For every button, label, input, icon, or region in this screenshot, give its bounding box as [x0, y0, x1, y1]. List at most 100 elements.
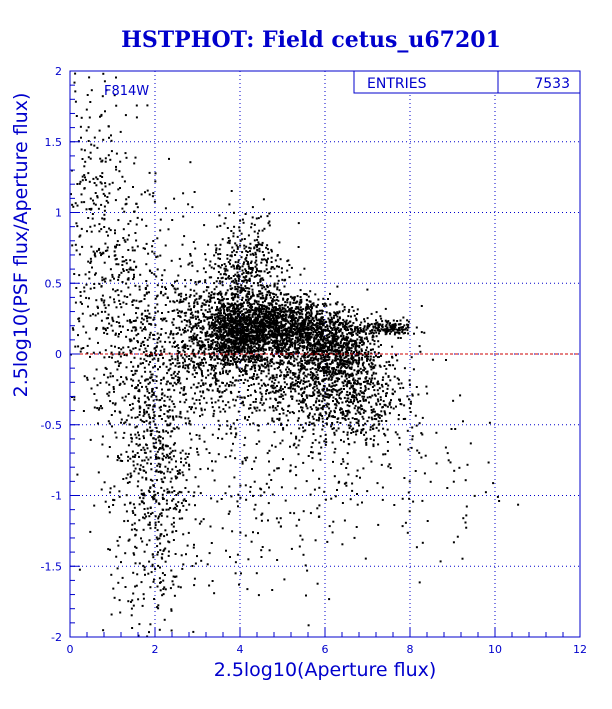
scatter-point [306, 345, 309, 348]
scatter-point [255, 327, 258, 330]
scatter-point [257, 217, 260, 220]
scatter-point [258, 344, 261, 347]
scatter-point [337, 358, 339, 361]
scatter-point [357, 372, 360, 375]
scatter-point [341, 359, 344, 362]
scatter-point [289, 445, 291, 448]
scatter-point [288, 276, 291, 279]
scatter-point [387, 375, 390, 378]
scatter-point [349, 373, 352, 376]
scatter-point [219, 371, 221, 374]
scatter-point [376, 389, 379, 392]
scatter-point [394, 324, 397, 327]
scatter-point [265, 297, 268, 300]
scatter-point [232, 354, 235, 357]
scatter-point [372, 427, 374, 430]
scatter-point [244, 290, 247, 292]
scatter-point [300, 315, 303, 318]
scatter-point [355, 319, 358, 322]
scatter-point [322, 322, 325, 325]
scatter-point [396, 320, 399, 322]
scatter-point [260, 379, 263, 382]
scatter-point [264, 338, 266, 341]
scatter-point [255, 354, 258, 357]
scatter-point [300, 359, 303, 362]
scatter-point [211, 341, 214, 344]
scatter-point [254, 313, 257, 316]
scatter-point [176, 349, 179, 352]
scatter-point [341, 337, 344, 340]
scatter-point [309, 319, 312, 322]
scatter-point [263, 314, 266, 317]
scatter-point [248, 332, 250, 335]
scatter-point [378, 356, 380, 358]
scatter-point [360, 321, 363, 324]
scatter-point [257, 382, 260, 385]
scatter-point [239, 311, 242, 313]
scatter-point [244, 347, 247, 350]
scatter-point [232, 357, 235, 360]
scatter-point [235, 267, 238, 270]
scatter-point [365, 376, 368, 379]
scatter-point [306, 351, 309, 354]
scatter-point [260, 372, 263, 375]
scatter-point [258, 339, 261, 342]
scatter-point [342, 336, 345, 339]
scatter-point [302, 382, 305, 385]
scatter-point [253, 406, 256, 409]
scatter-point [228, 313, 231, 316]
scatter-point [355, 343, 358, 346]
scatter-point [239, 289, 242, 292]
scatter-point [268, 348, 271, 351]
scatter-point [243, 276, 246, 279]
scatter-point [266, 363, 269, 366]
scatter-point [397, 331, 400, 334]
scatter-point [303, 341, 306, 344]
scatter-point [279, 361, 282, 364]
scatter-point [346, 383, 349, 386]
scatter-point [260, 392, 263, 395]
scatter-point [319, 322, 322, 325]
scatter-point [247, 339, 250, 342]
scatter-point [260, 325, 263, 328]
scatter-point [234, 343, 237, 346]
scatter-point [258, 313, 261, 316]
scatter-point [189, 321, 191, 324]
scatter-point [195, 292, 198, 295]
scatter-point [302, 346, 305, 349]
scatter-point [287, 259, 290, 262]
scatter-point [339, 340, 342, 343]
scatter-point [341, 401, 344, 404]
scatter-point [221, 391, 224, 394]
scatter-point [276, 314, 279, 317]
scatter-point [337, 427, 340, 430]
scatter-point [245, 315, 248, 318]
scatter-point [253, 239, 256, 242]
scatter-point [318, 312, 321, 315]
scatter-point [191, 328, 194, 331]
scatter-point [355, 418, 358, 421]
scatter-point [329, 352, 332, 355]
scatter-point [303, 267, 306, 270]
scatter-point [324, 433, 327, 436]
scatter-point [338, 330, 341, 333]
scatter-point [311, 349, 314, 352]
scatter-point [378, 423, 381, 426]
scatter-point [357, 411, 360, 414]
scatter-point [348, 376, 351, 379]
scatter-point [385, 395, 387, 397]
scatter-point [267, 369, 270, 372]
scatter-point [240, 367, 243, 370]
scatter-point [283, 323, 286, 326]
scatter-point [319, 342, 322, 345]
scatter-point [334, 372, 337, 375]
scatter-point [287, 349, 290, 352]
scatter-point [322, 318, 325, 321]
scatter-point [240, 396, 243, 399]
scatter-point [271, 304, 274, 307]
scatter-point [223, 355, 226, 358]
scatter-point [218, 322, 221, 325]
scatter-point [265, 348, 267, 351]
scatter-point [242, 404, 245, 407]
scatter-point [357, 392, 360, 395]
